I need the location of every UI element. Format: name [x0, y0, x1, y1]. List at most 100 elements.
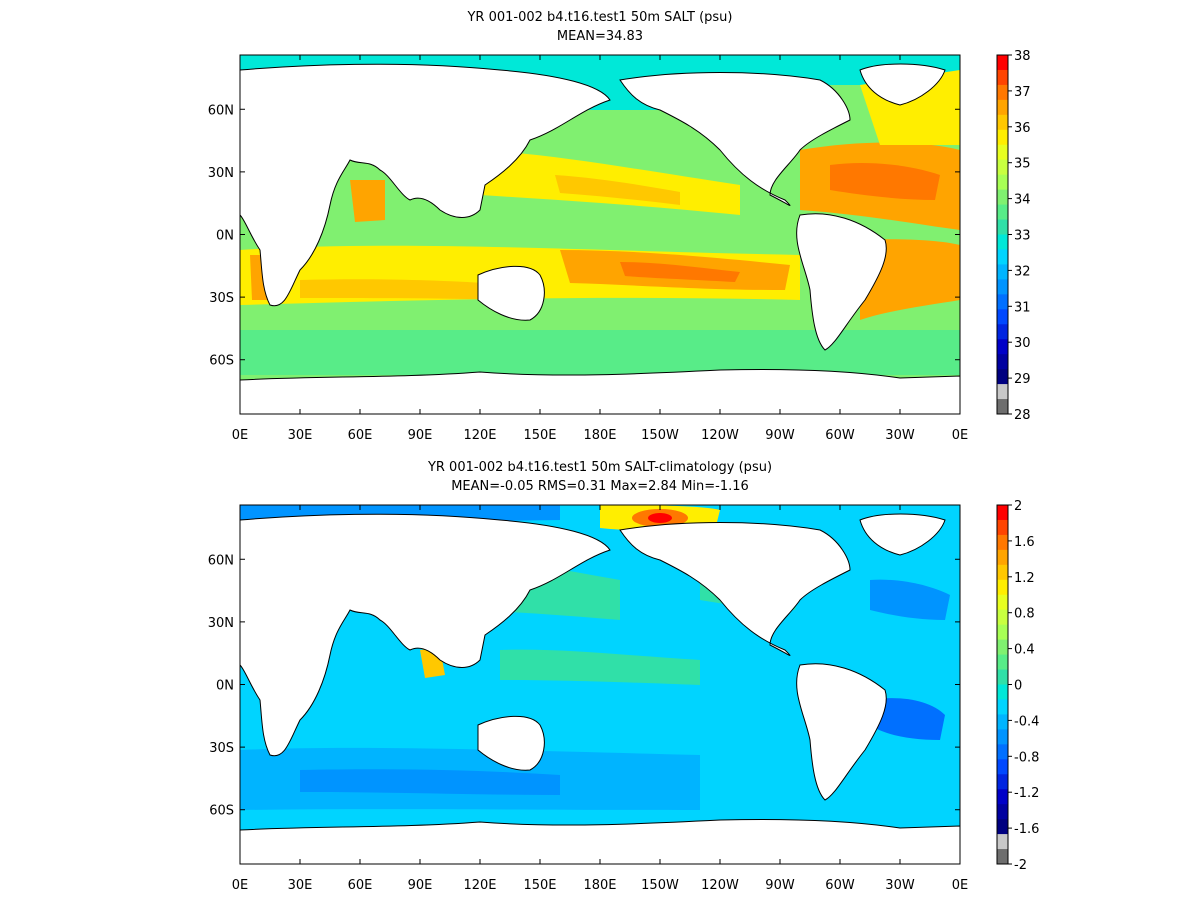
colorbar-swatch — [997, 834, 1008, 850]
colorbar-label: 1.2 — [1014, 571, 1035, 586]
colorbar-label: 28 — [1014, 408, 1031, 423]
colorbar-label: -1.2 — [1014, 786, 1039, 801]
colorbar-label: 29 — [1014, 372, 1031, 387]
x-tick-label: 30W — [885, 428, 915, 443]
x-tick-label: 120E — [463, 878, 496, 893]
colorbar-swatch — [997, 189, 1008, 206]
colorbar-label: 33 — [1014, 229, 1031, 244]
colorbar-swatch — [997, 324, 1008, 340]
x-tick-label: 0E — [232, 428, 249, 443]
x-tick-label: 60W — [825, 878, 855, 893]
colorbar-label: 0.8 — [1014, 607, 1035, 622]
colorbar: 2 1.6 1.2 0.8 0.4 0 -0.4 -0.8 -1.2 -1.6 -2 — [996, 499, 1039, 873]
map-svg: 0E 30E 60E 90E 120E 150E 180E 150W 120W 90W 60W 30W… — [208, 499, 1040, 893]
y-tick-label: 30S — [209, 741, 234, 756]
colorbar-swatch — [997, 279, 1008, 295]
x-tick-label: 30E — [288, 428, 313, 443]
x-tick-label: 90E — [408, 878, 433, 893]
y-tick-label: 60S — [209, 354, 234, 369]
colorbar: 38 37 36 35 34 33 32 31 30 29 28 — [996, 49, 1031, 423]
colorbar-swatch — [997, 55, 1008, 71]
colorbar-swatch — [997, 759, 1008, 775]
map-title: YR 001-002 b4.t16.test1 50m SALT-climato… — [427, 460, 773, 475]
colorbar-swatch — [997, 804, 1008, 820]
x-tick-label: 0E — [952, 878, 969, 893]
x-tick-label: 180E — [583, 878, 616, 893]
colorbar-swatch — [997, 789, 1008, 805]
x-tick-label: 120W — [701, 878, 739, 893]
x-axis: 0E 30E 60E 90E 120E 150E 180E 150W 120W 90W 60W 30W… — [232, 505, 969, 893]
anomaly-field — [240, 505, 960, 864]
colorbar-swatch — [997, 579, 1008, 596]
x-tick-label: 60E — [348, 428, 373, 443]
colorbar-swatch — [997, 505, 1008, 521]
x-tick-label: 60E — [348, 878, 373, 893]
x-tick-label: 180E — [583, 428, 616, 443]
colorbar-swatch — [997, 744, 1008, 760]
x-tick-label: 0E — [232, 878, 249, 893]
colorbar-swatch — [997, 549, 1008, 566]
salinity-map-panel: YR 001-002 b4.t16.test1 50m SALT (psu) M… — [208, 10, 1031, 443]
y-tick-label: 30N — [208, 166, 234, 181]
x-tick-label: 150E — [523, 428, 556, 443]
map-subtitle: MEAN=-0.05 RMS=0.31 Max=2.84 Min=-1.16 — [451, 479, 749, 494]
colorbar-swatch — [997, 684, 1008, 700]
colorbar-label: 0.4 — [1014, 643, 1035, 658]
colorbar-swatch — [997, 624, 1008, 641]
y-axis: 60N 30N 0N 30S 60S — [208, 553, 960, 819]
y-tick-label: 30S — [209, 291, 234, 306]
y-axis: 60N 30N 0N 30S 60S — [208, 103, 960, 369]
anomaly-map-panel: YR 001-002 b4.t16.test1 50m SALT-climato… — [0, 450, 1200, 900]
colorbar-swatch — [997, 849, 1008, 865]
colorbar-swatch — [997, 264, 1008, 280]
colorbar-swatch — [997, 294, 1008, 310]
x-tick-label: 30E — [288, 878, 313, 893]
x-tick-label: 150E — [523, 878, 556, 893]
colorbar-label: -2 — [1014, 858, 1027, 873]
colorbar-label: 37 — [1014, 85, 1031, 100]
colorbar-swatch — [997, 669, 1008, 685]
colorbar-swatch — [997, 219, 1008, 235]
colorbar-swatch — [997, 594, 1008, 611]
colorbar-swatch — [997, 84, 1008, 101]
colorbar-swatch — [997, 399, 1008, 415]
colorbar-swatch — [997, 249, 1008, 265]
colorbar-swatch — [997, 234, 1008, 250]
colorbar-swatch — [997, 99, 1008, 116]
colorbar-label: 30 — [1014, 336, 1031, 351]
colorbar-swatch — [997, 69, 1008, 86]
colorbar-swatch — [997, 384, 1008, 400]
y-tick-label: 60N — [208, 553, 234, 568]
x-tick-label: 150W — [641, 878, 679, 893]
colorbar-swatch — [997, 129, 1008, 146]
x-tick-label: 60W — [825, 428, 855, 443]
map-subtitle: MEAN=34.83 — [556, 29, 644, 44]
colorbar-swatch — [997, 654, 1008, 671]
colorbar-swatch — [997, 144, 1008, 161]
map-title: YR 001-002 b4.t16.test1 50m SALT (psu) — [467, 10, 733, 25]
x-tick-label: 90W — [765, 878, 795, 893]
colorbar-label: 36 — [1014, 121, 1031, 136]
colorbar-swatch — [997, 534, 1008, 551]
map-svg: 0E 30E 60E 90E 120E 150E 180E 150W 120W 90W 60W 30W… — [208, 49, 1031, 443]
y-tick-label: 60S — [209, 804, 234, 819]
colorbar-label: -1.6 — [1014, 822, 1039, 837]
colorbar-swatch — [997, 174, 1008, 191]
colorbar-swatch — [997, 519, 1008, 536]
colorbar-swatch — [997, 774, 1008, 790]
colorbar-label: 1.6 — [1014, 535, 1035, 550]
colorbar-swatch — [997, 699, 1008, 715]
x-axis: 0E 30E 60E 90E 120E 150E 180E 150W 120W 90W 60W 30W… — [232, 55, 968, 443]
y-tick-label: 0N — [216, 679, 234, 694]
colorbar-label: 38 — [1014, 49, 1031, 64]
colorbar-swatch — [997, 339, 1008, 355]
x-tick-label: 150W — [641, 428, 679, 443]
colorbar-label: 31 — [1014, 300, 1031, 315]
salinity-field — [240, 55, 960, 414]
colorbar-swatch — [997, 114, 1008, 131]
colorbar-label: 2 — [1014, 499, 1022, 514]
x-tick-label: 120E — [463, 428, 496, 443]
x-tick-label: 90E — [408, 428, 433, 443]
colorbar-swatch — [997, 564, 1008, 581]
colorbar-swatch — [997, 204, 1008, 221]
